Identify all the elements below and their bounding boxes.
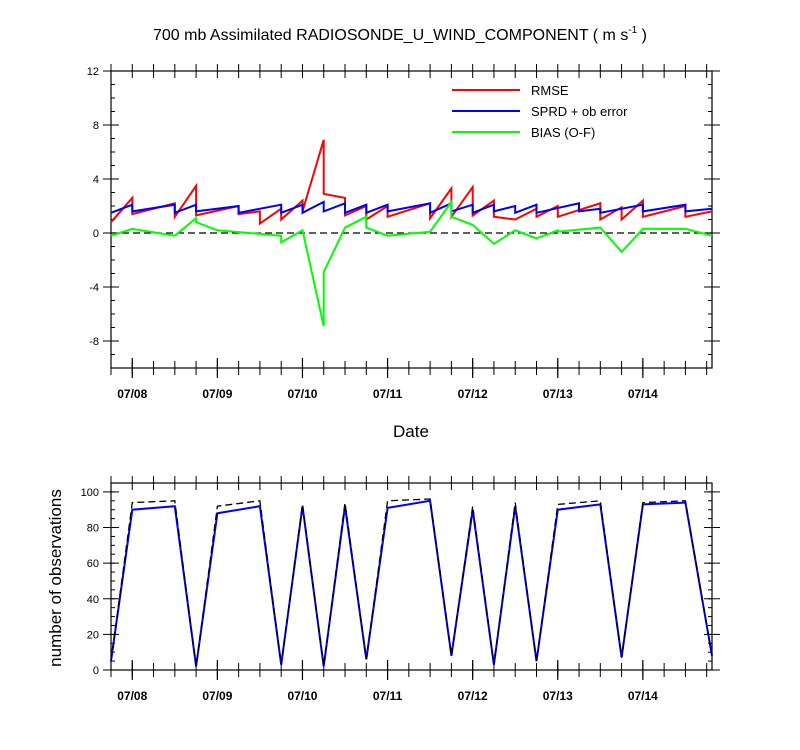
series-line-assimilated: [110, 499, 713, 667]
plot-frame: [110, 482, 713, 671]
x-tick-label: 07/08: [117, 387, 147, 401]
bottom-y-axis-label: number of observations: [46, 489, 65, 667]
y-tick-label: 12: [87, 66, 99, 78]
y-tick-label: 4: [93, 174, 99, 186]
chart-title: 700 mb Assimilated RADIOSONDE_U_WIND_COM…: [153, 25, 647, 44]
x-tick-label: 07/11: [373, 689, 403, 703]
x-tick-label: 07/10: [287, 387, 317, 401]
x-tick-label: 07/10: [287, 689, 317, 703]
series-line-sprd-ob-error: [110, 200, 713, 215]
x-tick-label: 07/14: [628, 387, 658, 401]
x-tick-label: 07/11: [373, 387, 403, 401]
y-tick-label: 0: [93, 665, 99, 677]
x-tick-label: 07/08: [117, 689, 147, 703]
x-tick-label: 07/12: [458, 387, 488, 401]
bottom-plot: 0 20 40 60 80 100 07/08 07/09 07/10 07/11 07/12 07/…: [81, 476, 720, 703]
y-tick-label: 8: [93, 120, 99, 132]
top-x-axis-label: Date: [393, 422, 429, 441]
x-tick-label: 07/14: [628, 689, 658, 703]
y-tick-label: 20: [87, 629, 99, 641]
top-plot: 12 8 4 0 -4 -8 07/08 07/09 07/10 07/11 07/12 07/13 0…: [87, 64, 720, 401]
legend-label: SPRD + ob error: [531, 104, 628, 119]
y-tick-label: 0: [93, 228, 99, 240]
x-tick-label: 07/13: [543, 689, 573, 703]
x-tick-label: 07/09: [202, 387, 232, 401]
legend: RMSE SPRD + ob error BIAS (O-F): [452, 83, 628, 140]
y-tick-label: 100: [81, 487, 99, 499]
y-tick-label: 60: [87, 558, 99, 570]
x-tick-label: 07/09: [202, 689, 232, 703]
legend-label: RMSE: [531, 83, 569, 98]
x-tick-label: 07/12: [458, 689, 488, 703]
legend-label: BIAS (O-F): [531, 125, 595, 140]
y-tick-label: -8: [89, 336, 99, 348]
x-tick-label: 07/13: [543, 387, 573, 401]
y-tick-label: 40: [87, 594, 99, 606]
y-tick-label: -4: [89, 282, 99, 294]
series-line-bias-o-f: [110, 198, 713, 327]
y-tick-label: 80: [87, 523, 99, 535]
series-line-total: [110, 498, 713, 667]
